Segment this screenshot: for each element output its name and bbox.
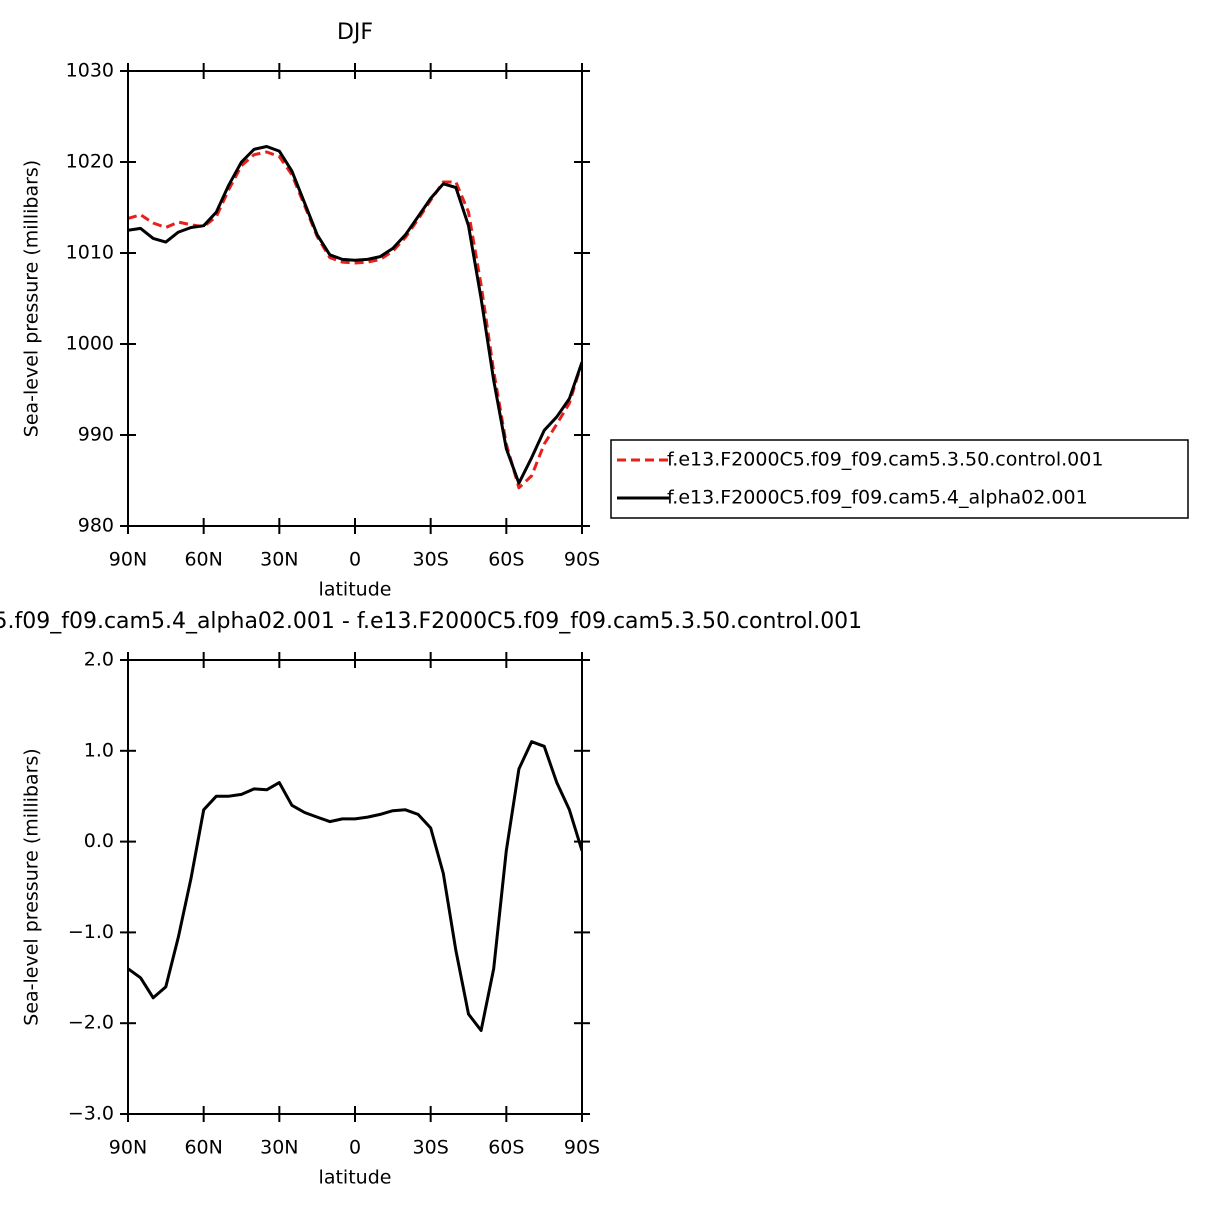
y-tick-label: 1010 [66, 242, 114, 264]
data-line [128, 150, 582, 490]
x-tick-label: 60S [488, 549, 524, 571]
x-tick-label: 90N [109, 549, 147, 571]
data-line [128, 740, 582, 1032]
x-tick-label: 0 [349, 549, 361, 571]
y-tick-label: 1020 [66, 151, 114, 173]
y-tick-label: 2.0 [84, 649, 114, 671]
chart-title: DJF [337, 20, 373, 45]
y-tick-label: 0.0 [84, 830, 114, 852]
y-tick-label: −3.0 [68, 1103, 114, 1125]
legend-box [610, 439, 1189, 519]
x-tick-label: 90S [564, 1137, 600, 1159]
x-tick-label: 30S [413, 549, 449, 571]
y-tick-label: −2.0 [68, 1012, 114, 1034]
y-tick-label: 1000 [66, 333, 114, 355]
y-tick-label: 1.0 [84, 739, 114, 761]
y-axis-label: Sea-level pressure (millibars) [21, 748, 43, 1025]
y-tick-label: 990 [78, 424, 114, 446]
y-tick-label: 1030 [66, 60, 114, 82]
legend-label: f.e13.F2000C5.f09_f09.cam5.3.50.control.… [667, 449, 1103, 471]
x-axis-label: latitude [319, 1167, 392, 1189]
x-tick-label: 30N [260, 1137, 298, 1159]
data-line [128, 145, 582, 485]
x-tick-label: 60N [184, 1137, 222, 1159]
x-tick-label: 90S [564, 549, 600, 571]
x-tick-label: 30S [413, 1137, 449, 1159]
y-axis-label: Sea-level pressure (millibars) [21, 160, 43, 437]
x-tick-label: 60S [488, 1137, 524, 1159]
plot-frame [127, 70, 583, 527]
y-tick-label: −1.0 [68, 921, 114, 943]
x-tick-label: 90N [109, 1137, 147, 1159]
plot-frame [127, 659, 583, 1115]
x-tick-label: 30N [260, 549, 298, 571]
x-axis-label: latitude [319, 579, 392, 601]
x-tick-label: 0 [349, 1137, 361, 1159]
chart-title: f.e13.F2000C5.f09_f09.cam5.4_alpha02.001… [0, 609, 862, 634]
y-tick-label: 980 [78, 515, 114, 537]
x-tick-label: 60N [184, 549, 222, 571]
legend-label: f.e13.F2000C5.f09_f09.cam5.4_alpha02.001 [667, 487, 1088, 509]
